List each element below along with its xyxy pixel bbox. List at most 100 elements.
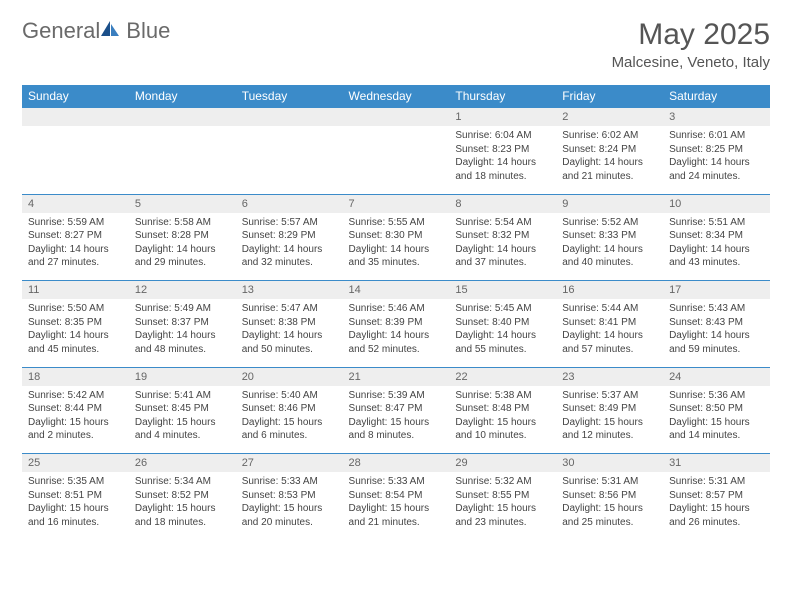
daylight-text-2: and 10 minutes. [455, 429, 550, 443]
detail-row: Sunrise: 5:42 AMSunset: 8:44 PMDaylight:… [22, 386, 770, 454]
day-number-cell: 5 [129, 194, 236, 213]
day-detail-cell: Sunrise: 5:36 AMSunset: 8:50 PMDaylight:… [663, 386, 770, 454]
sunrise-text: Sunrise: 5:33 AM [242, 475, 337, 489]
daylight-text-1: Daylight: 14 hours [28, 329, 123, 343]
day-detail-cell: Sunrise: 5:34 AMSunset: 8:52 PMDaylight:… [129, 472, 236, 540]
sunrise-text: Sunrise: 5:54 AM [455, 216, 550, 230]
calendar-table: Sunday Monday Tuesday Wednesday Thursday… [22, 85, 770, 540]
day-number-cell [236, 108, 343, 127]
daylight-text-2: and 48 minutes. [135, 343, 230, 357]
day-detail-cell: Sunrise: 5:40 AMSunset: 8:46 PMDaylight:… [236, 386, 343, 454]
sunset-text: Sunset: 8:39 PM [349, 316, 444, 330]
sunrise-text: Sunrise: 5:50 AM [28, 302, 123, 316]
daylight-text-2: and 4 minutes. [135, 429, 230, 443]
day-header: Wednesday [343, 85, 450, 108]
day-detail-cell: Sunrise: 5:32 AMSunset: 8:55 PMDaylight:… [449, 472, 556, 540]
sunset-text: Sunset: 8:47 PM [349, 402, 444, 416]
daylight-text-2: and 29 minutes. [135, 256, 230, 270]
daynum-row: 25262728293031 [22, 454, 770, 473]
daylight-text-2: and 8 minutes. [349, 429, 444, 443]
day-number-cell [343, 108, 450, 127]
daylight-text-2: and 52 minutes. [349, 343, 444, 357]
day-detail-cell: Sunrise: 5:51 AMSunset: 8:34 PMDaylight:… [663, 213, 770, 281]
day-number-cell: 12 [129, 281, 236, 300]
day-detail-cell: Sunrise: 5:43 AMSunset: 8:43 PMDaylight:… [663, 299, 770, 367]
day-detail-cell: Sunrise: 6:04 AMSunset: 8:23 PMDaylight:… [449, 126, 556, 194]
day-detail-cell: Sunrise: 5:45 AMSunset: 8:40 PMDaylight:… [449, 299, 556, 367]
sunrise-text: Sunrise: 5:41 AM [135, 389, 230, 403]
daylight-text-1: Daylight: 14 hours [669, 243, 764, 257]
daylight-text-1: Daylight: 15 hours [669, 502, 764, 516]
daylight-text-1: Daylight: 14 hours [349, 329, 444, 343]
detail-row: Sunrise: 6:04 AMSunset: 8:23 PMDaylight:… [22, 126, 770, 194]
day-number-cell: 10 [663, 194, 770, 213]
sunset-text: Sunset: 8:37 PM [135, 316, 230, 330]
sunrise-text: Sunrise: 5:44 AM [562, 302, 657, 316]
calendar-page: General Blue May 2025 Malcesine, Veneto,… [0, 0, 792, 558]
daylight-text-1: Daylight: 15 hours [669, 416, 764, 430]
daylight-text-2: and 50 minutes. [242, 343, 337, 357]
day-number-cell: 22 [449, 367, 556, 386]
daylight-text-2: and 57 minutes. [562, 343, 657, 357]
page-header: General Blue May 2025 Malcesine, Veneto,… [22, 18, 770, 71]
sunset-text: Sunset: 8:49 PM [562, 402, 657, 416]
sunset-text: Sunset: 8:56 PM [562, 489, 657, 503]
daylight-text-1: Daylight: 15 hours [349, 502, 444, 516]
day-detail-cell: Sunrise: 5:41 AMSunset: 8:45 PMDaylight:… [129, 386, 236, 454]
day-detail-cell: Sunrise: 5:55 AMSunset: 8:30 PMDaylight:… [343, 213, 450, 281]
sunrise-text: Sunrise: 5:58 AM [135, 216, 230, 230]
day-detail-cell: Sunrise: 5:38 AMSunset: 8:48 PMDaylight:… [449, 386, 556, 454]
daylight-text-1: Daylight: 15 hours [135, 502, 230, 516]
daylight-text-2: and 45 minutes. [28, 343, 123, 357]
day-number-cell: 20 [236, 367, 343, 386]
daylight-text-2: and 23 minutes. [455, 516, 550, 530]
daylight-text-2: and 26 minutes. [669, 516, 764, 530]
sunrise-text: Sunrise: 5:36 AM [669, 389, 764, 403]
day-number-cell: 19 [129, 367, 236, 386]
sunset-text: Sunset: 8:33 PM [562, 229, 657, 243]
day-number-cell: 23 [556, 367, 663, 386]
day-detail-cell: Sunrise: 5:46 AMSunset: 8:39 PMDaylight:… [343, 299, 450, 367]
sunrise-text: Sunrise: 5:47 AM [242, 302, 337, 316]
daynum-row: 11121314151617 [22, 281, 770, 300]
daylight-text-1: Daylight: 14 hours [562, 156, 657, 170]
day-detail-cell: Sunrise: 5:59 AMSunset: 8:27 PMDaylight:… [22, 213, 129, 281]
sunset-text: Sunset: 8:35 PM [28, 316, 123, 330]
day-number-cell: 7 [343, 194, 450, 213]
detail-row: Sunrise: 5:35 AMSunset: 8:51 PMDaylight:… [22, 472, 770, 540]
day-header: Sunday [22, 85, 129, 108]
day-number-cell: 1 [449, 108, 556, 127]
day-detail-cell [236, 126, 343, 194]
daylight-text-2: and 32 minutes. [242, 256, 337, 270]
logo-text-gray: General [22, 18, 100, 44]
day-detail-cell: Sunrise: 5:37 AMSunset: 8:49 PMDaylight:… [556, 386, 663, 454]
day-detail-cell: Sunrise: 5:52 AMSunset: 8:33 PMDaylight:… [556, 213, 663, 281]
daylight-text-1: Daylight: 15 hours [349, 416, 444, 430]
sunset-text: Sunset: 8:52 PM [135, 489, 230, 503]
daylight-text-1: Daylight: 15 hours [562, 502, 657, 516]
day-detail-cell: Sunrise: 5:31 AMSunset: 8:57 PMDaylight:… [663, 472, 770, 540]
sunrise-text: Sunrise: 5:52 AM [562, 216, 657, 230]
day-number-cell: 15 [449, 281, 556, 300]
daylight-text-2: and 18 minutes. [135, 516, 230, 530]
day-number-cell: 16 [556, 281, 663, 300]
detail-row: Sunrise: 5:59 AMSunset: 8:27 PMDaylight:… [22, 213, 770, 281]
daynum-row: 123 [22, 108, 770, 127]
sunrise-text: Sunrise: 5:55 AM [349, 216, 444, 230]
day-number-cell: 24 [663, 367, 770, 386]
daylight-text-1: Daylight: 15 hours [455, 416, 550, 430]
sunset-text: Sunset: 8:46 PM [242, 402, 337, 416]
sunrise-text: Sunrise: 5:57 AM [242, 216, 337, 230]
day-header: Friday [556, 85, 663, 108]
sunset-text: Sunset: 8:53 PM [242, 489, 337, 503]
daylight-text-1: Daylight: 15 hours [455, 502, 550, 516]
day-number-cell: 11 [22, 281, 129, 300]
sunrise-text: Sunrise: 5:38 AM [455, 389, 550, 403]
sunrise-text: Sunrise: 5:42 AM [28, 389, 123, 403]
sunset-text: Sunset: 8:45 PM [135, 402, 230, 416]
day-number-cell: 9 [556, 194, 663, 213]
daylight-text-1: Daylight: 14 hours [455, 156, 550, 170]
daylight-text-2: and 21 minutes. [349, 516, 444, 530]
day-number-cell: 31 [663, 454, 770, 473]
sunset-text: Sunset: 8:41 PM [562, 316, 657, 330]
